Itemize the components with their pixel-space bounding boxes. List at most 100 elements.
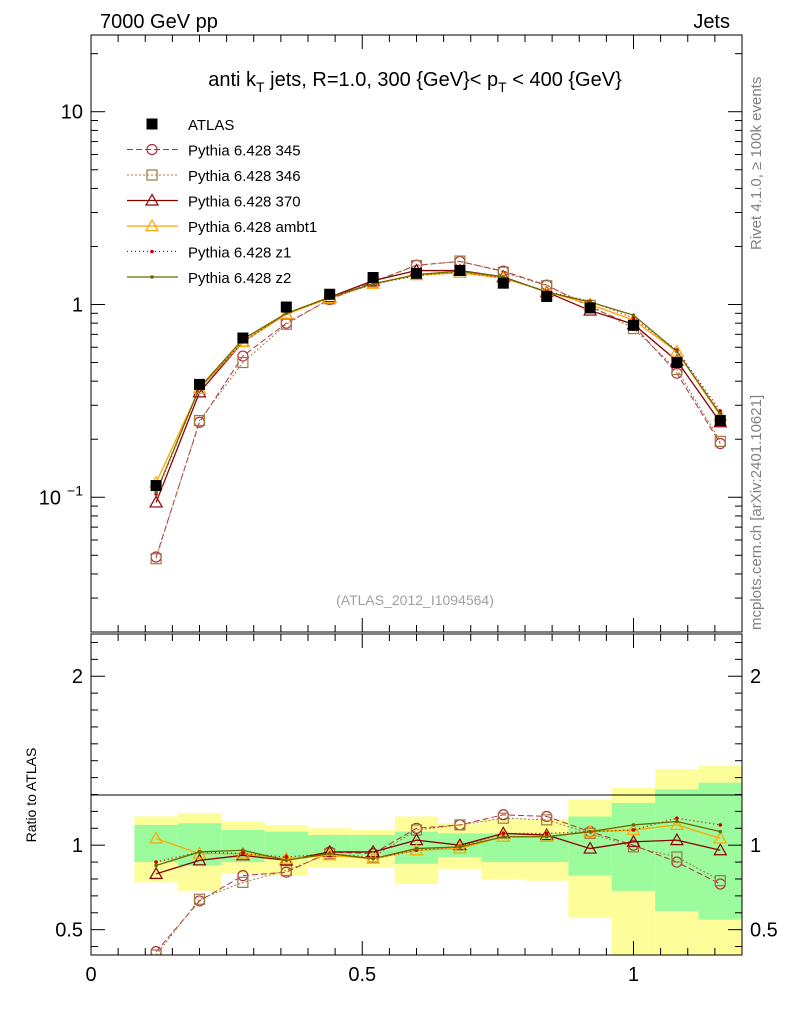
- ratio-line-pythia-6-428-ambt1: [155, 824, 721, 860]
- ratio-y-tick-label: 1: [72, 835, 83, 857]
- main-point: [237, 332, 249, 344]
- ratio-plot-panel: 0.5 0.51 12 20 0.5 1 Ratio to ATLAS: [23, 633, 778, 986]
- legend-marker: [150, 249, 154, 254]
- legend-marker: [146, 118, 158, 130]
- main-point: [194, 378, 205, 390]
- main-point: [324, 288, 336, 300]
- main-point: [541, 291, 553, 303]
- main-point: [718, 412, 723, 416]
- legend-entry-pythia-6-428-370: Pythia 6.428 370: [127, 193, 301, 211]
- ratio-point: [539, 827, 554, 841]
- legend-label: Pythia 6.428 ambt1: [188, 219, 317, 236]
- main-line-pythia-6-428-345: [155, 261, 721, 558]
- ratio-point: [626, 834, 641, 847]
- main-series-atlas: [150, 265, 726, 492]
- main-point: [631, 316, 636, 320]
- ratio-point: [626, 822, 641, 836]
- main-point: [237, 350, 249, 362]
- ratio-point: [241, 848, 245, 853]
- ratio-point: [454, 819, 466, 831]
- ratio-point: [284, 858, 289, 863]
- main-series-pythia-6-428-z1: [154, 269, 723, 496]
- main-series-pythia-6-428-345: [150, 255, 726, 563]
- legend: ATLAS Pythia 6.428 345 Pythia 6.428 346 Pyt…: [127, 117, 317, 287]
- ratio-line-pythia-6-428-z1: [155, 817, 721, 863]
- ratio-y-axis-label: Ratio to ATLAS: [23, 748, 39, 843]
- ratio-point: [371, 856, 375, 861]
- main-point: [237, 356, 249, 369]
- ratio-point: [631, 828, 636, 832]
- ratio-point: [675, 816, 679, 820]
- main-point: [411, 267, 422, 279]
- main-point: [150, 553, 162, 565]
- ratio-point: [501, 834, 506, 839]
- ratio-point: [284, 855, 289, 859]
- header-process-label: Jets: [693, 11, 730, 33]
- main-y-tick-exponent: −1: [67, 482, 83, 498]
- legend-entry-pythia-6-428-z1: Pythia 6.428 z1: [127, 245, 291, 262]
- legend-marker: [146, 169, 158, 181]
- main-point: [154, 490, 158, 495]
- ratio-point: [544, 831, 549, 836]
- plot-title: anti kT jets, R=1.0, 300 {GeV}< pT < 400…: [208, 69, 622, 95]
- main-y-tick-label: 10: [61, 102, 83, 124]
- legend-label: Pythia 6.428 345: [188, 143, 301, 160]
- ratio-point: [279, 851, 294, 864]
- ratio-point: [452, 841, 467, 854]
- ratio-point: [718, 823, 723, 827]
- ratio-point: [366, 844, 381, 858]
- legend-label: Pythia 6.428 z1: [188, 245, 291, 262]
- rivet-version-label: Rivet 4.1.0, ≥ 100k events: [748, 77, 765, 250]
- main-point: [669, 344, 684, 357]
- main-point: [150, 480, 162, 492]
- ratio-band-inner: [698, 782, 742, 920]
- main-series-group: [149, 255, 728, 565]
- main-y-tick-label: 1: [72, 294, 83, 316]
- legend-entry-atlas: ATLAS: [146, 117, 234, 134]
- main-point: [675, 349, 679, 354]
- ratio-y-tick-label-right: 1: [750, 835, 761, 857]
- main-series-pythia-6-428-ambt1: [149, 265, 728, 488]
- legend-marker: [144, 218, 160, 232]
- ratio-point: [149, 866, 164, 880]
- main-y-tick-label: 10: [39, 487, 61, 509]
- ratio-point: [241, 851, 245, 856]
- ratio-series-pythia-6-428-z2: [154, 819, 723, 868]
- ratio-point: [458, 845, 462, 849]
- main-line-pythia-6-428-z1: [155, 271, 721, 495]
- ratio-y-tick-label: 0.5: [55, 920, 83, 942]
- main-point: [454, 265, 466, 277]
- ratio-line-pythia-6-428-346: [155, 817, 721, 955]
- ratio-line-pythia-6-428-370: [155, 832, 721, 875]
- ratio-point: [150, 949, 162, 955]
- ratio-point: [237, 876, 249, 888]
- main-line-pythia-6-428-z2: [155, 270, 721, 493]
- main-series-pythia-6-428-z2: [154, 269, 723, 495]
- ratio-point: [154, 863, 158, 868]
- main-point: [280, 301, 292, 313]
- ratio-point: [583, 841, 598, 854]
- main-axis-ticks: 10 −1 1 10: [39, 35, 743, 633]
- ratio-y-tick-label-right: 0.5: [750, 920, 778, 942]
- ratio-point: [588, 829, 592, 834]
- main-point: [671, 357, 683, 369]
- legend-entry-pythia-6-428-z2: Pythia 6.428 z2: [127, 270, 291, 287]
- ratio-point: [544, 834, 549, 839]
- ratio-series-group: [149, 809, 728, 955]
- main-series-pythia-6-428-370: [149, 263, 728, 508]
- analysis-watermark: (ATLAS_2012_I1094564): [336, 592, 494, 608]
- ratio-point: [280, 864, 292, 877]
- ratio-y-tick-label-right: 2: [750, 666, 761, 688]
- main-point: [714, 435, 726, 447]
- ratio-uncertainty-bands: [134, 765, 742, 955]
- ratio-point: [718, 829, 723, 834]
- ratio-point: [322, 844, 337, 858]
- ratio-point: [496, 829, 511, 842]
- main-point: [279, 307, 294, 320]
- legend-label: Pythia 6.428 z2: [188, 270, 291, 287]
- main-point: [714, 415, 726, 427]
- main-line-pythia-6-428-370: [155, 269, 721, 503]
- main-point: [497, 277, 509, 289]
- main-series-pythia-6-428-346: [150, 255, 726, 565]
- ratio-point: [671, 851, 683, 863]
